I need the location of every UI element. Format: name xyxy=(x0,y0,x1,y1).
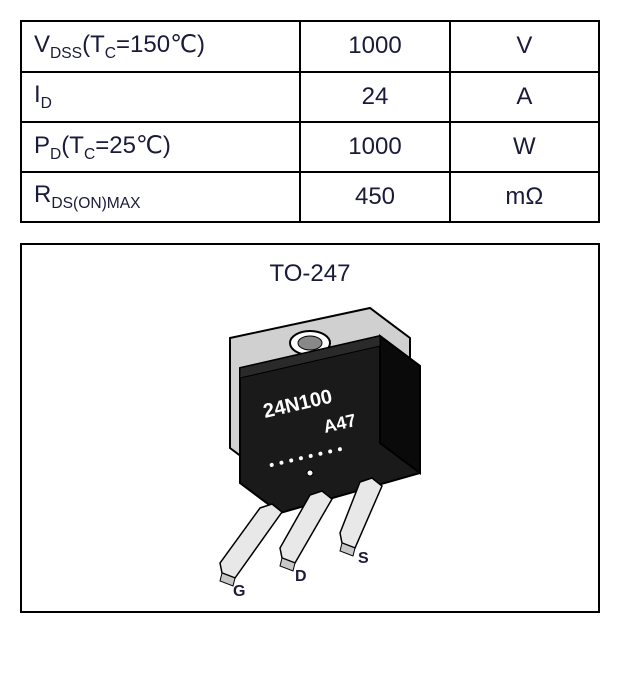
package-drawing: 24N100 A47 G D S xyxy=(110,298,510,598)
spec-row: ID24A xyxy=(21,72,599,122)
unit-cell: A xyxy=(450,72,599,122)
value-cell: 450 xyxy=(300,172,449,222)
unit-cell: W xyxy=(450,122,599,173)
spec-table: VDSS(TC=150℃)1000VID24APD(TC=25℃)1000WRD… xyxy=(20,20,600,223)
spec-row: VDSS(TC=150℃)1000V xyxy=(21,21,599,72)
value-cell: 1000 xyxy=(300,122,449,173)
pin-label-d: D xyxy=(295,568,307,585)
spec-row: RDS(ON)MAX450mΩ xyxy=(21,172,599,222)
value-cell: 1000 xyxy=(300,21,449,72)
pin-label-s: S xyxy=(358,550,369,567)
unit-cell: mΩ xyxy=(450,172,599,222)
package-box: TO-247 24N100 A47 xyxy=(20,243,600,613)
param-cell: ID xyxy=(21,72,300,122)
unit-cell: V xyxy=(450,21,599,72)
pin-label-g: G xyxy=(233,583,245,598)
pin-g xyxy=(220,504,282,586)
value-cell: 24 xyxy=(300,72,449,122)
param-cell: VDSS(TC=150℃) xyxy=(21,21,300,72)
param-cell: RDS(ON)MAX xyxy=(21,172,300,222)
param-cell: PD(TC=25℃) xyxy=(21,122,300,173)
spec-row: PD(TC=25℃)1000W xyxy=(21,122,599,173)
package-title: TO-247 xyxy=(32,260,588,288)
